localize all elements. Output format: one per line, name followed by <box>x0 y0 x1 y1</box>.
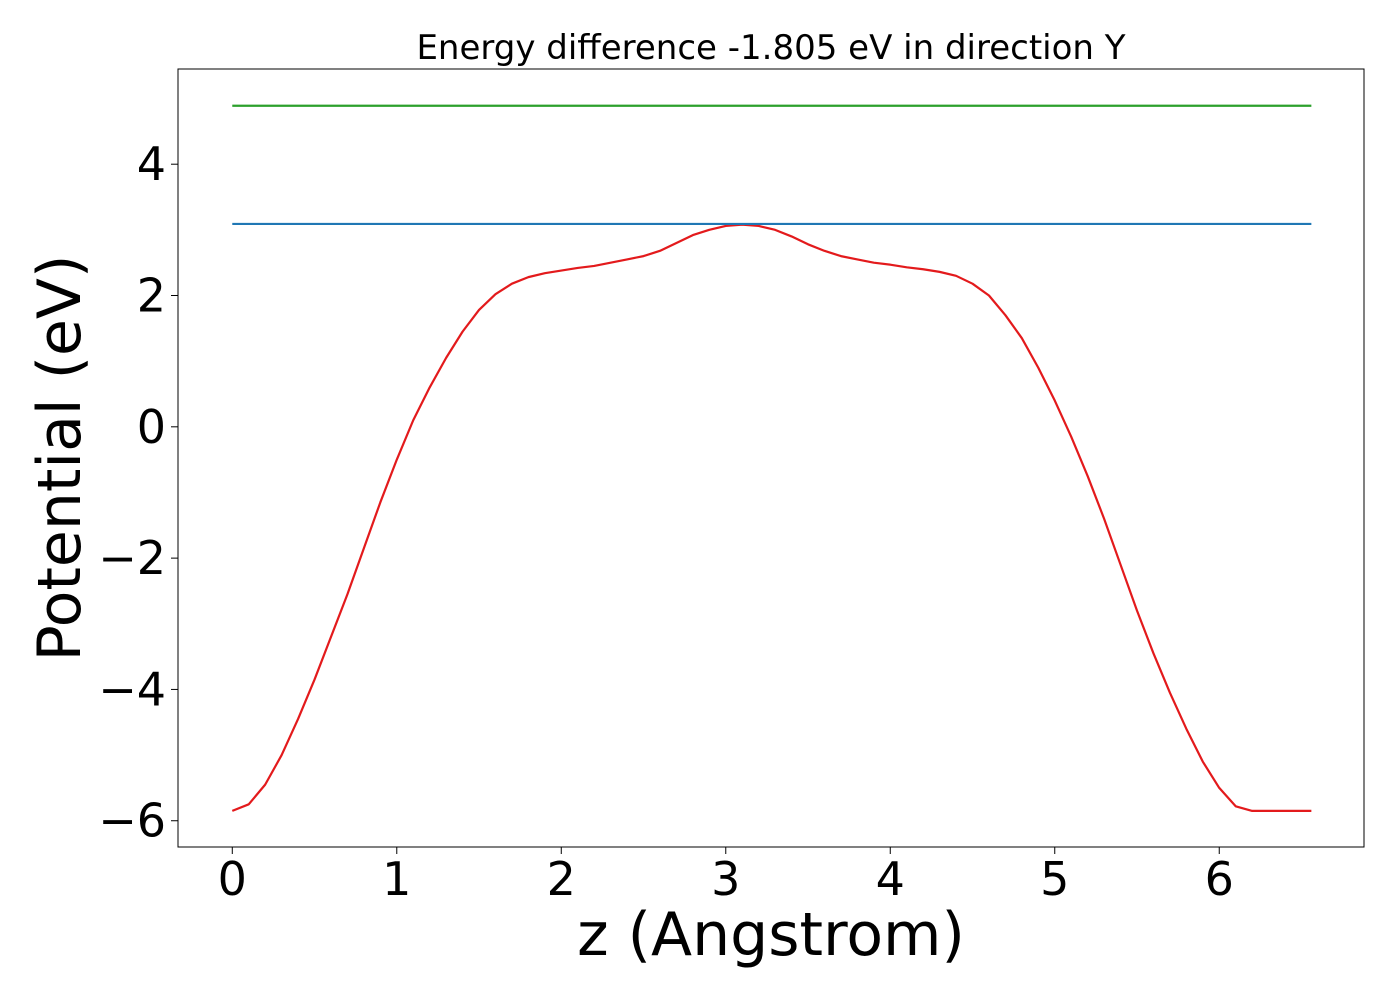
x-tick-label: 5 <box>1040 852 1069 906</box>
chart-title: Energy difference -1.805 eV in direction… <box>416 28 1125 68</box>
y-axis-title: Potential (eV) <box>25 255 95 662</box>
y-tick-label: 2 <box>137 269 166 323</box>
x-tick-label: 3 <box>711 852 740 906</box>
y-tick-label: 0 <box>137 400 166 454</box>
x-axis-title: z (Angstrom) <box>577 900 965 970</box>
x-axis-ticks: 0 1 2 3 4 5 6 <box>218 847 1234 906</box>
y-tick-label: −4 <box>98 662 166 716</box>
x-tick-label: 2 <box>547 852 576 906</box>
x-tick-label: 6 <box>1205 852 1234 906</box>
x-tick-label: 4 <box>876 852 905 906</box>
plot-series-group <box>231 104 1312 812</box>
series-line-0 <box>231 223 1312 812</box>
y-tick-label: −6 <box>98 794 166 848</box>
x-tick-label: 0 <box>218 852 247 906</box>
y-tick-label: 4 <box>137 137 166 191</box>
plot-frame <box>177 68 1365 848</box>
y-axis-ticks: −6 −4 −2 0 2 4 <box>98 137 178 848</box>
x-tick-label: 1 <box>382 852 411 906</box>
y-tick-label: −2 <box>98 531 166 585</box>
